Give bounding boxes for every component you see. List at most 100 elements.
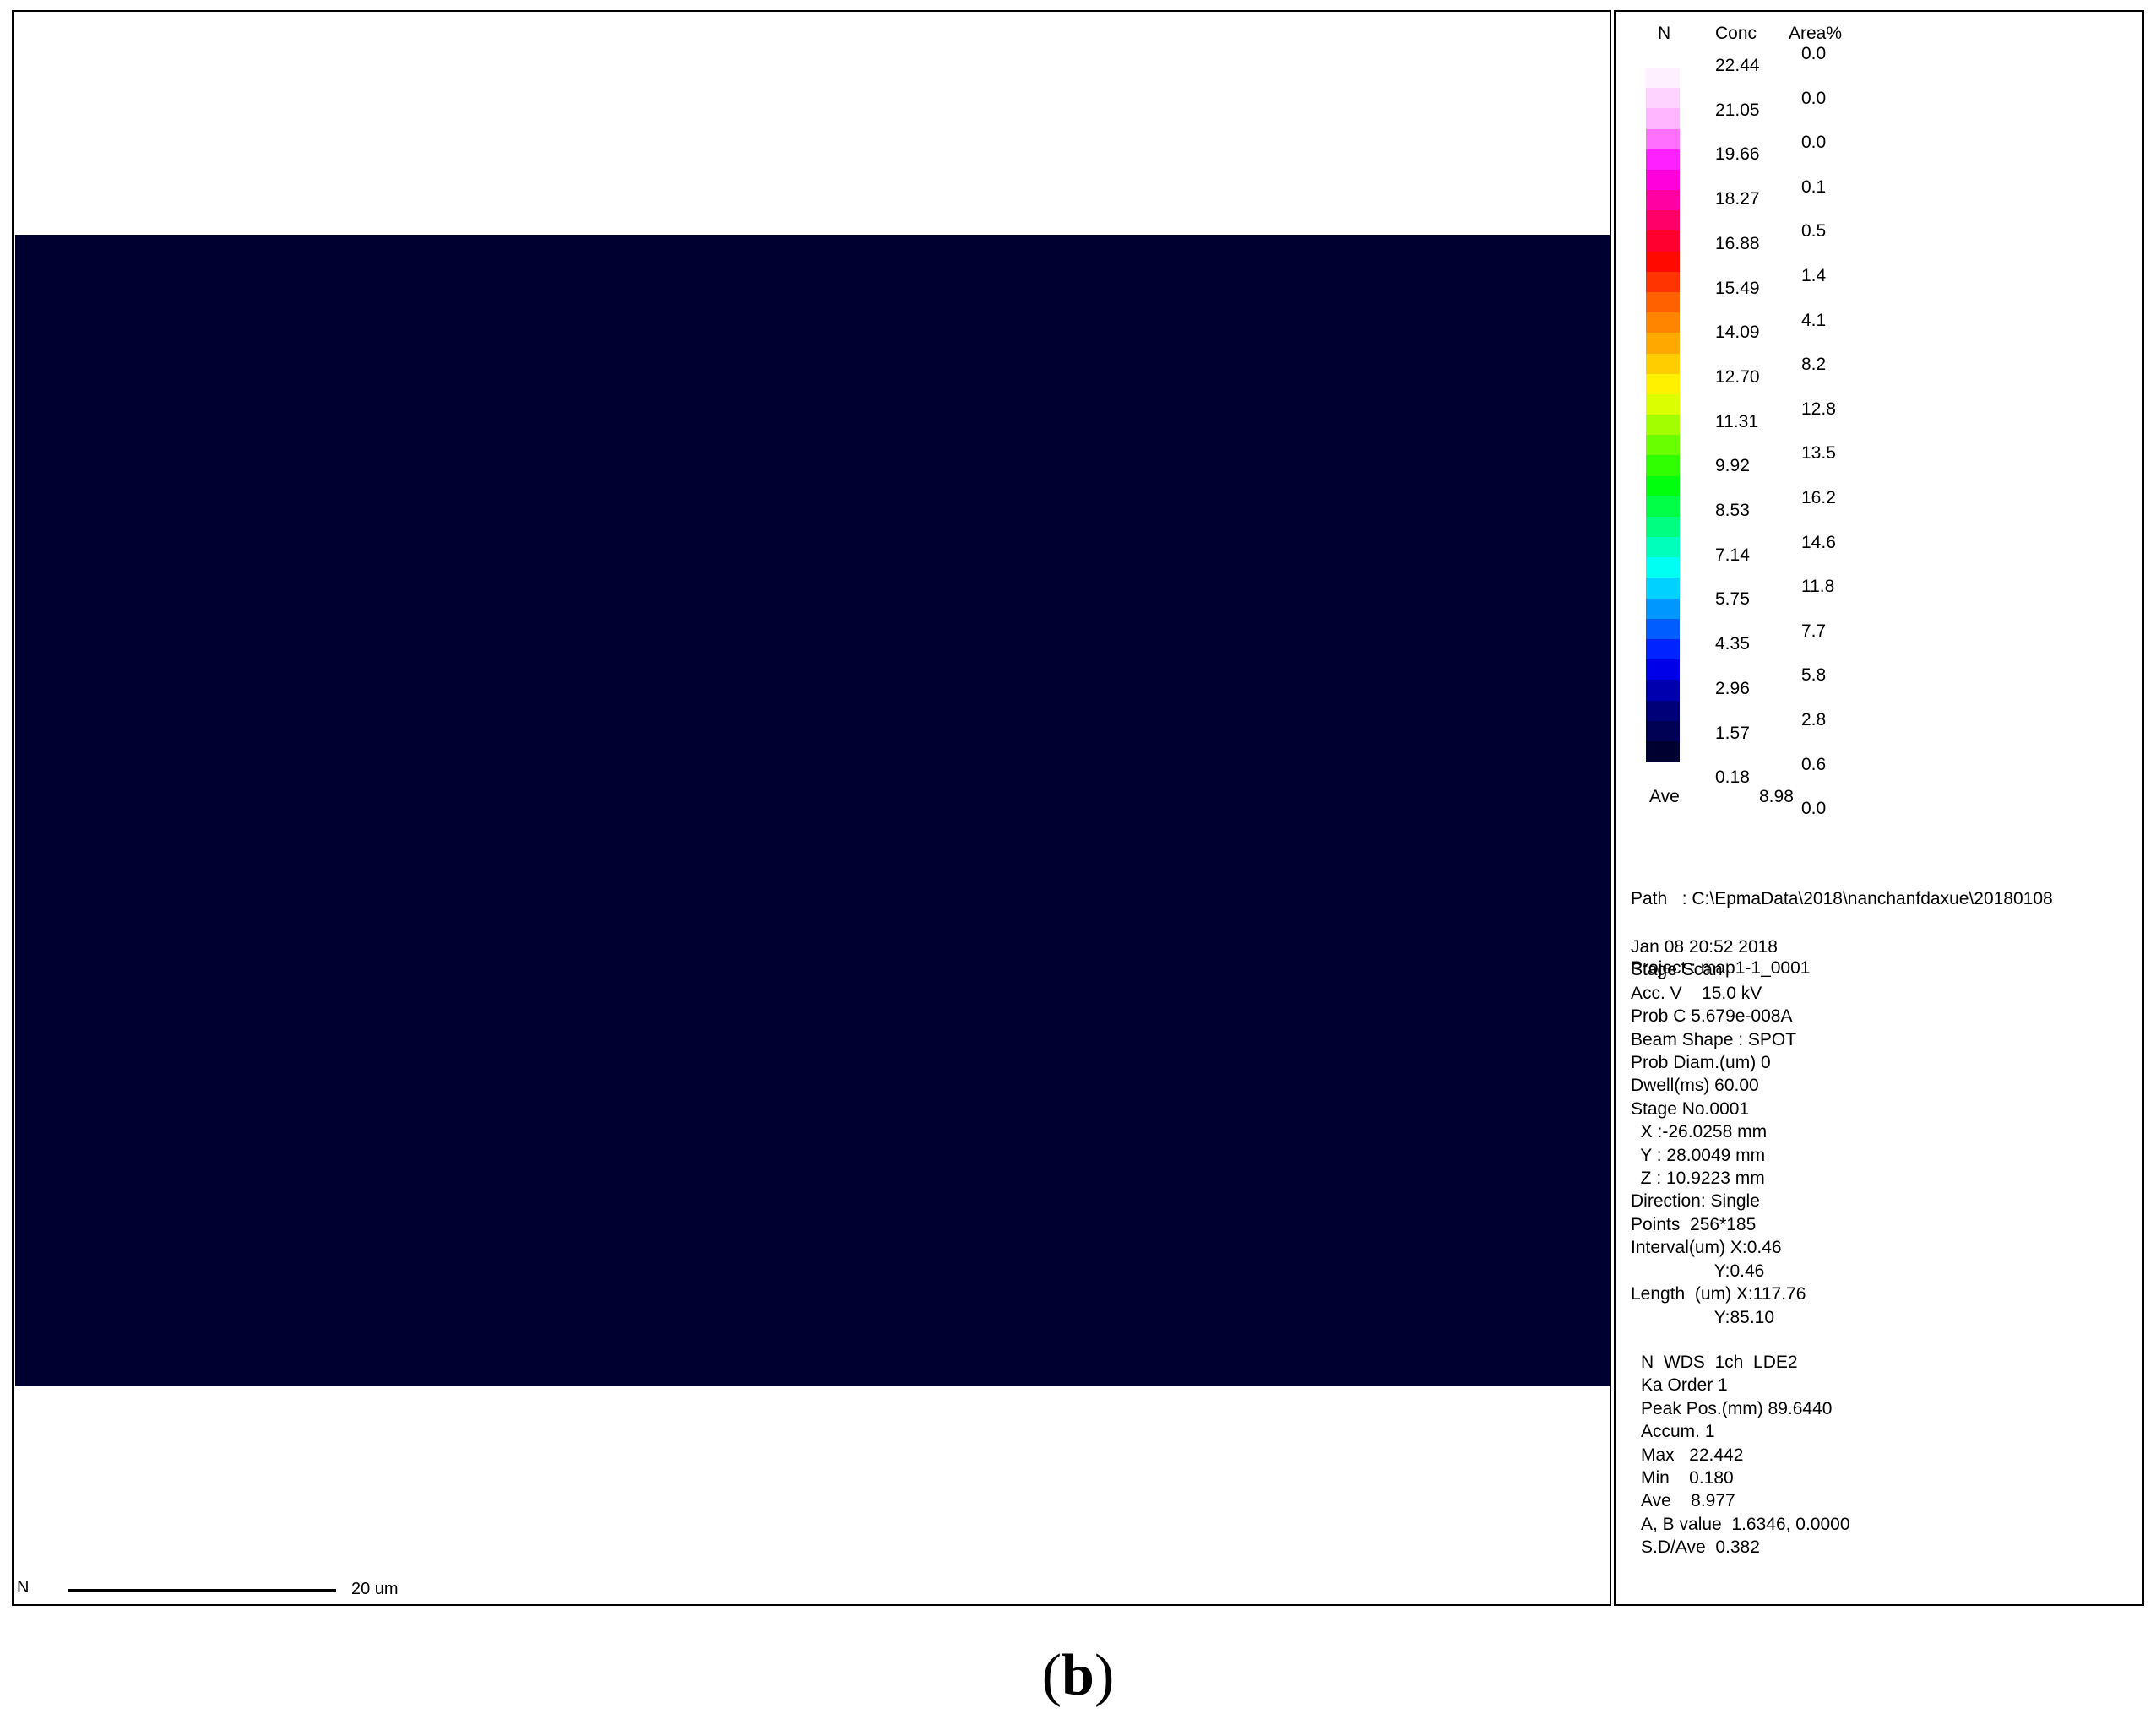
conc-tick-label: 7.14 [1715, 545, 1750, 565]
info-line: Stage No.0001 [1631, 1098, 1750, 1119]
color-scale-bar [1646, 68, 1680, 762]
info-line: Stage Scan [1631, 960, 1723, 980]
color-scale-band [1646, 720, 1680, 742]
info-line: Min 0.180 [1641, 1468, 1734, 1489]
info-line: Y:85.10 [1631, 1307, 1775, 1327]
color-scale-band [1646, 516, 1680, 538]
area-tick-label: 0.0 [1801, 799, 1827, 819]
area-tick-label: 8.2 [1801, 355, 1827, 375]
conc-tick-label: 2.96 [1715, 678, 1750, 698]
conc-tick-label: 18.27 [1715, 189, 1760, 209]
area-tick-label: 1.4 [1801, 266, 1827, 285]
color-scale-band [1646, 169, 1680, 191]
info-line: Jan 08 20:52 2018 [1631, 937, 1778, 957]
caption-letter: b [1062, 1643, 1094, 1708]
info-line: A, B value 1.6346, 0.0000 [1641, 1514, 1850, 1534]
info-line: Project : map1-1_0001 [1631, 958, 1811, 979]
legend-average-value: 8.98 [1759, 787, 1794, 806]
legend-header-element: N [1658, 24, 1671, 43]
acquisition-info: Jan 08 20:52 2018 Stage Scan Acc. V 15.0 k… [1631, 935, 1806, 1329]
color-scale-band [1646, 598, 1680, 620]
info-line: Z : 10.9223 mm [1631, 1169, 1765, 1189]
color-scale-band [1646, 455, 1680, 477]
area-tick-label: 4.1 [1801, 310, 1827, 330]
info-line: X :-26.0258 mm [1631, 1122, 1768, 1142]
color-scale-band [1646, 435, 1680, 456]
info-line: Prob C 5.679e-008A [1631, 1006, 1793, 1027]
conc-tick-label: 16.88 [1715, 233, 1760, 253]
info-line: Dwell(ms) 60.00 [1631, 1076, 1759, 1096]
area-tick-label: 0.0 [1801, 133, 1827, 153]
color-scale-band [1646, 537, 1680, 558]
path-info: Path : C:\EpmaData\2018\nanchanfdaxue\20… [1631, 841, 2053, 1026]
color-scale-band [1646, 496, 1680, 518]
caption-close: ) [1094, 1643, 1115, 1708]
conc-tick-label: 1.57 [1715, 723, 1750, 743]
concentration-map [15, 235, 1610, 1386]
info-line: Acc. V 15.0 kV [1631, 983, 1762, 1003]
info-line: Peak Pos.(mm) 89.6440 [1641, 1398, 1833, 1418]
color-scale-band [1646, 638, 1680, 660]
color-scale-band [1646, 88, 1680, 109]
info-line: Direction: Single [1631, 1191, 1760, 1212]
scale-bar-label: 20 um [351, 1580, 399, 1598]
conc-tick-label: 14.09 [1715, 323, 1760, 343]
area-tick-label: 0.1 [1801, 176, 1827, 197]
info-line: Ave 8.977 [1641, 1491, 1735, 1511]
color-scale-band [1646, 578, 1680, 599]
info-line: N WDS 1ch LDE2 [1641, 1353, 1798, 1372]
area-tick-label: 11.8 [1801, 577, 1835, 597]
conc-tick-label: 8.53 [1715, 501, 1750, 520]
area-tick-label: 7.7 [1801, 621, 1827, 641]
info-line: Points 256*185 [1631, 1214, 1757, 1234]
color-scale-band [1646, 333, 1680, 355]
info-panel: N Conc Area% Ave 8.98 Path : C:\EpmaData… [1614, 10, 2144, 1606]
conc-tick-label: 5.75 [1715, 589, 1750, 610]
legend-header-area: Area% [1789, 24, 1843, 43]
color-scale-band [1646, 108, 1680, 130]
conc-tick-label: 19.66 [1715, 144, 1760, 165]
color-scale-band [1646, 353, 1680, 375]
conc-tick-label: 22.44 [1715, 56, 1760, 75]
conc-tick-label: 0.18 [1715, 767, 1750, 788]
concentration-map-image [15, 235, 1610, 1386]
info-line: Interval(um) X:0.46 [1631, 1238, 1782, 1258]
conc-tick-label: 21.05 [1715, 100, 1760, 120]
legend-header-conc: Conc [1715, 24, 1757, 43]
color-scale-band [1646, 680, 1680, 702]
color-scale-band [1646, 373, 1680, 395]
area-tick-label: 0.0 [1801, 44, 1827, 63]
conc-tick-label: 9.92 [1715, 456, 1750, 476]
color-scale-band [1646, 230, 1680, 252]
element-map-panel: N 20 um [12, 10, 1611, 1606]
color-scale-band [1646, 271, 1680, 293]
color-scale-band [1646, 618, 1680, 640]
area-tick-label: 13.5 [1801, 443, 1836, 464]
color-scale-band [1646, 251, 1680, 273]
conc-tick-label: 15.49 [1715, 278, 1760, 298]
color-scale-band [1646, 149, 1680, 171]
color-scale-band [1646, 415, 1680, 436]
area-tick-label: 16.2 [1801, 488, 1836, 507]
spectrometer-info: N WDS 1ch LDE2 Ka Order 1 Peak Pos.(mm) 89… [1641, 1351, 1850, 1559]
conc-tick-label: 4.35 [1715, 634, 1750, 654]
info-line: Ka Order 1 [1641, 1375, 1728, 1396]
caption-open: ( [1041, 1643, 1062, 1708]
color-scale-band [1646, 291, 1680, 313]
map-noise-layer [15, 235, 1610, 1386]
color-scale-band [1646, 475, 1680, 497]
info-line: Beam Shape : SPOT [1631, 1029, 1797, 1049]
info-line: Path : C:\EpmaData\2018\nanchanfdaxue\20… [1631, 888, 2053, 908]
color-scale-band [1646, 128, 1680, 150]
info-line: Max 22.442 [1641, 1445, 1744, 1465]
color-scale-band [1646, 68, 1680, 89]
color-scale-band [1646, 210, 1680, 231]
area-tick-label: 0.5 [1801, 221, 1827, 241]
color-scale-band [1646, 190, 1680, 211]
info-line: Accum. 1 [1641, 1422, 1715, 1442]
legend-average-label: Ave [1649, 787, 1680, 806]
color-scale-band [1646, 659, 1680, 681]
info-line: S.D/Ave 0.382 [1641, 1537, 1760, 1558]
area-tick-label: 0.0 [1801, 88, 1827, 108]
color-scale-band [1646, 740, 1680, 762]
